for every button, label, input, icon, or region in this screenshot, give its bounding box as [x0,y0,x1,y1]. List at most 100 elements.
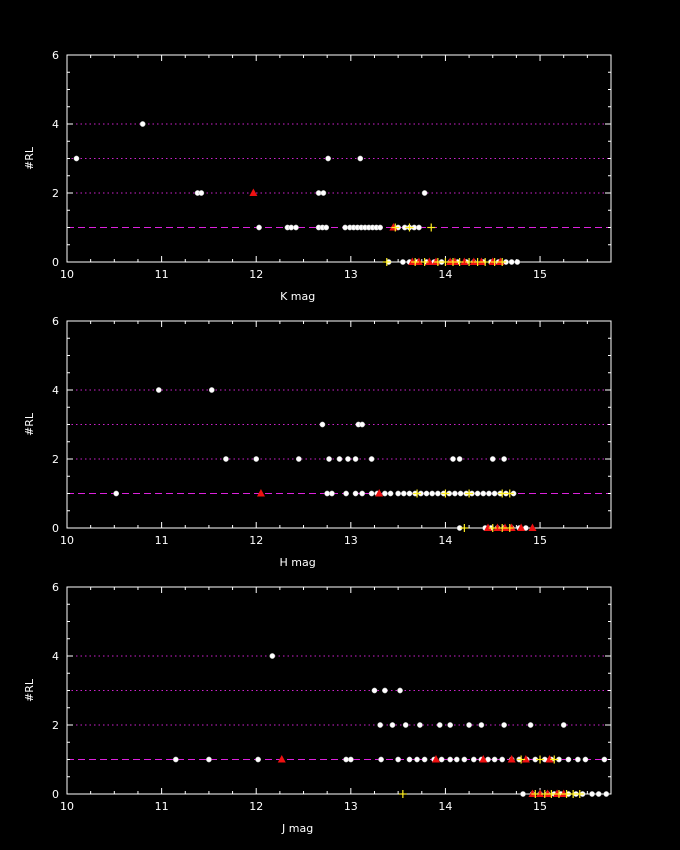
y-axis-title: #RL [23,412,36,436]
data-point-white [406,756,413,763]
data-point-red [414,257,423,265]
data-point-white [466,722,472,728]
data-point-red [425,257,434,265]
x-tick-label: 11 [155,534,169,547]
data-point-red [493,523,502,531]
data-point-red [277,755,286,763]
data-point-white [329,490,335,497]
data-point-yellow [498,489,507,498]
data-point-yellow [411,258,420,266]
data-point-white [387,490,394,497]
x-tick-label: 15 [533,800,547,813]
data-point-white [223,456,229,462]
data-point-white [320,190,327,196]
data-point-red [375,489,384,497]
data-point-white [436,722,443,728]
data-point-white [371,687,378,694]
data-point-red [528,789,537,797]
data-point-yellow [547,790,556,798]
x-tick-label: 12 [249,800,263,813]
y-tick-label: 2 [52,719,59,732]
data-point-white [501,722,507,728]
data-point-red [469,257,478,265]
data-point-yellow [405,223,414,232]
x-tick-label: 15 [533,268,547,281]
y-axis-title: #RL [23,146,36,170]
data-point-yellow [517,755,526,764]
y-tick-label: 6 [52,49,59,62]
data-point-white [402,722,409,728]
y-axis-title: #RL [23,678,36,702]
data-point-yellow [433,258,442,266]
data-point-white [421,756,428,763]
data-point-yellow [420,258,429,266]
data-point-white [368,490,375,497]
data-point-white [208,387,215,393]
data-point-red [256,489,265,497]
data-point-white [395,756,401,763]
y-tick-label: 0 [52,256,59,269]
data-point-red [545,755,554,763]
data-point-red [507,523,516,531]
data-point-white [269,653,276,659]
y-tick-label: 4 [52,384,59,397]
x-tick-label: 14 [438,268,452,281]
data-point-yellow [382,258,391,266]
y-tick-label: 0 [52,788,59,801]
data-point-white [73,155,80,162]
data-point-white [325,155,331,162]
scatter-panel-3: 10 11 12 13 14 15 0 2 4 6 J mag #RL [23,581,612,835]
data-point-white [389,722,396,728]
data-point-red [528,523,537,531]
x-tick-label: 11 [155,268,169,281]
data-point-white [565,756,572,763]
data-point-red [521,755,530,763]
data-point-red [479,755,488,763]
data-point-white [435,490,441,497]
data-point-white [417,722,423,728]
data-point-white [447,756,454,763]
data-point-white [489,456,496,462]
data-point-white [601,756,608,763]
y-tick-label: 6 [52,315,59,328]
x-tick-label: 12 [249,268,263,281]
x-tick-label: 11 [155,800,169,813]
data-point-white [582,756,589,763]
data-point-white [256,224,262,231]
data-point-white [206,756,212,763]
data-point-white [326,456,332,462]
data-point-yellow [505,524,514,532]
scatter-panel-1: 10 11 12 13 14 15 0 2 4 6 K mag #RL [23,49,612,303]
data-point-white [423,490,430,497]
data-point-white [343,756,349,763]
data-point-white [342,224,348,231]
data-point-white [406,490,413,497]
data-point-white [255,756,261,763]
data-point-yellow [498,524,507,532]
data-point-red [543,789,552,797]
data-point-yellow [465,489,474,498]
data-point-white [155,387,162,393]
data-point-yellow [505,489,514,498]
y-tick-label: 4 [52,118,59,131]
x-axis-title: K mag [280,290,315,303]
data-point-white [400,259,406,265]
data-point-white [288,224,295,231]
data-point-white [438,756,445,763]
data-point-white [113,490,120,497]
data-point-white [527,722,534,728]
data-point-white [336,456,343,462]
data-point-yellow [531,790,540,798]
data-point-white [315,190,322,196]
data-point-white [400,490,407,497]
data-point-white [378,756,384,763]
y-tick-label: 4 [52,650,59,663]
data-point-white [486,490,492,497]
data-point-white [343,490,349,497]
y-tick-label: 2 [52,187,59,200]
data-point-white [382,687,388,694]
data-point-white [293,224,299,231]
data-point-white [453,756,460,763]
data-point-white [359,490,366,497]
